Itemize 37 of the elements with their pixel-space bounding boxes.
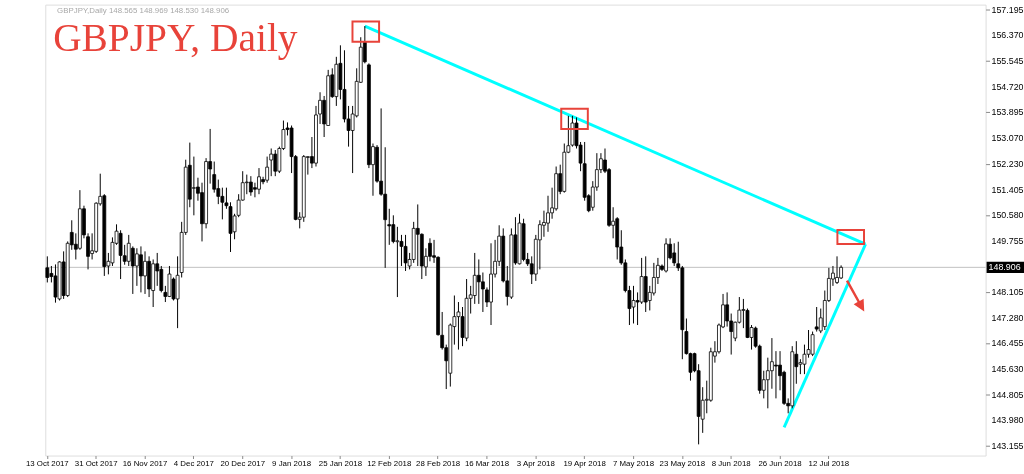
x-tick-label: 12 Jul 2018 <box>808 458 850 468</box>
y-tick-label: 150.580 <box>991 210 1024 221</box>
y-tick-label: 151.405 <box>991 184 1024 195</box>
x-tick-label: 20 Dec 2017 <box>220 458 266 468</box>
y-tick-label: 148.105 <box>991 287 1024 298</box>
ref-line-label: 148.906 <box>988 262 1021 273</box>
x-tick-label: 16 Mar 2018 <box>464 458 510 468</box>
x-tick-label: 16 Nov 2017 <box>122 458 168 468</box>
x-tick-label: 28 Feb 2018 <box>416 458 461 468</box>
chart-title: GBPJPY, Daily <box>53 15 298 60</box>
y-tick-label: 143.980 <box>991 415 1024 426</box>
y-tick-label: 144.805 <box>991 389 1024 400</box>
y-tick-label: 145.630 <box>991 364 1024 375</box>
x-tick-label: 31 Oct 2017 <box>74 458 118 468</box>
y-tick-label: 155.545 <box>991 55 1024 66</box>
y-tick-label: 156.370 <box>991 30 1024 41</box>
y-tick-label: 143.155 <box>991 441 1024 452</box>
x-tick-label: 4 Dec 2017 <box>173 458 214 468</box>
x-tick-label: 9 Jan 2018 <box>272 458 312 468</box>
y-tick-label: 157.195 <box>991 4 1024 15</box>
x-tick-label: 26 Jun 2018 <box>758 458 803 468</box>
x-tick-label: 3 Apr 2018 <box>516 458 556 468</box>
x-tick-label: 13 Oct 2017 <box>25 458 69 468</box>
x-tick-label: 25 Jan 2018 <box>318 458 363 468</box>
x-tick-label: 12 Feb 2018 <box>367 458 412 468</box>
y-tick-label: 149.755 <box>991 235 1024 246</box>
y-tick-label: 152.230 <box>991 159 1024 169</box>
x-tick-label: 7 May 2018 <box>612 458 655 468</box>
x-tick-label: 23 May 2018 <box>659 458 706 468</box>
y-tick-label: 147.280 <box>991 312 1024 323</box>
y-tick-label: 153.070 <box>991 132 1024 143</box>
x-tick-label: 8 Jun 2018 <box>711 458 752 468</box>
y-tick-label: 154.720 <box>991 81 1024 92</box>
y-tick-label: 146.455 <box>991 338 1024 349</box>
x-tick-label: 19 Apr 2018 <box>563 458 607 468</box>
y-tick-label: 153.895 <box>991 107 1024 118</box>
chart-subtitle: GBPJPY,Daily 148.565 148.969 148.530 148.906 <box>57 6 230 16</box>
